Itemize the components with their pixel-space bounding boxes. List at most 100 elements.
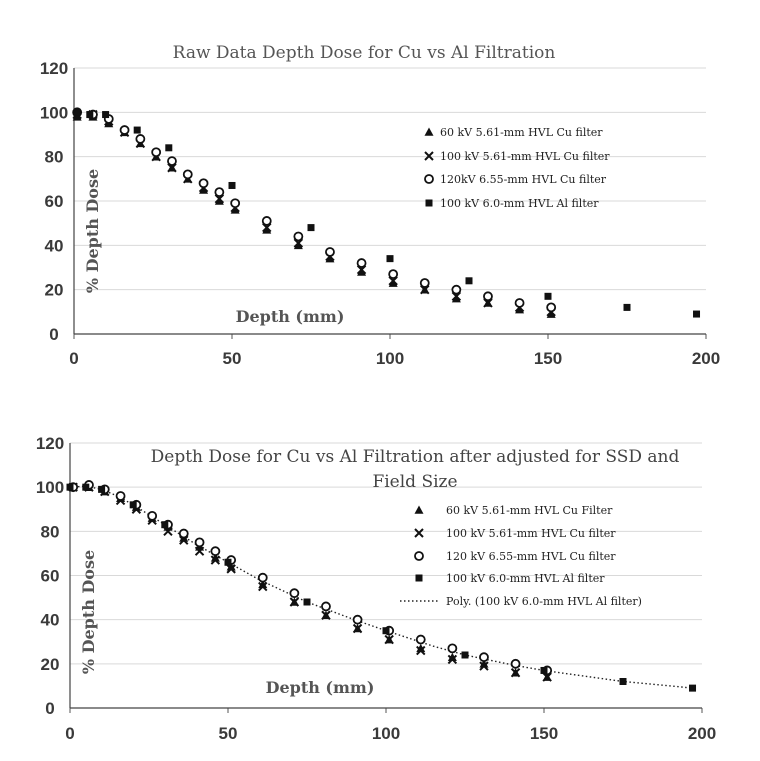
chart2-series3-point <box>447 643 458 654</box>
chart1-data-points <box>72 107 701 318</box>
chart1-series4-point <box>465 277 473 285</box>
chart2-title-line2: Field Size <box>372 472 457 492</box>
chart2-series3-point <box>415 634 426 645</box>
chart2-series4-point <box>129 501 137 509</box>
chart1-series3-point <box>356 258 367 268</box>
chart2-series2-point <box>321 610 331 620</box>
chart1-series4-point <box>544 292 552 300</box>
chart1-x-tick-label: 100 <box>376 349 404 368</box>
chart2-data-points <box>66 480 697 692</box>
chart2-legend-symbol-1 <box>414 505 424 514</box>
chart2-series2-point <box>226 564 236 574</box>
chart2-series2-point <box>289 597 300 607</box>
chart2-series2-point <box>510 667 521 678</box>
chart2-legend-symbol-3 <box>414 551 424 561</box>
chart2-series4-point <box>461 651 469 659</box>
chart2-legend: 60 kV 5.61-mm HVL Cu Filter 100 kV 5.61-… <box>400 504 642 608</box>
chart2-series3-point <box>147 510 158 521</box>
chart1-legend-symbol-4 <box>425 199 433 207</box>
chart1-series4-point <box>86 111 94 119</box>
chart1-x-tick-label: 150 <box>534 349 562 368</box>
chart2-series3-point <box>321 601 331 612</box>
chart2-series4-point <box>619 678 627 685</box>
chart1-x-tick-label: 0 <box>69 349 78 368</box>
chart1-series3-point <box>151 147 162 158</box>
chart1-y-tick-label: 100 <box>40 103 68 122</box>
chart1-x-tick-label: 200 <box>692 349 720 368</box>
chart2-legend-marker-3 <box>414 551 424 561</box>
chart2-x-tick-label: 100 <box>372 724 400 743</box>
chart1-legend-marker-2 <box>424 151 434 161</box>
chart1-legend-marker-3 <box>424 174 434 184</box>
chart2-series1-point <box>416 643 426 653</box>
chart2-series3-point <box>257 572 268 583</box>
chart2-series3-point <box>178 528 189 539</box>
chart1-series1-point <box>199 185 209 194</box>
chart1-series1-point <box>325 254 335 263</box>
chart2-series4-point <box>98 485 106 493</box>
chart2-series1-point <box>479 659 489 668</box>
chart-raw-depth-dose: 0 20 40 60 80 100 120 0 50 100 150 200 Raw Data Dep… <box>40 43 720 368</box>
chart1-x-axis-label: Depth (mm) <box>236 307 345 326</box>
chart2-y-tick-label: 100 <box>36 478 64 497</box>
chart2-series2-point <box>210 555 221 565</box>
chart1-series4-point <box>102 111 110 119</box>
chart2-x-axis-label: Depth (mm) <box>266 678 375 697</box>
chart1-legend-symbol-3 <box>424 174 434 184</box>
chart1-series1-point <box>451 294 461 303</box>
chart1-series3-point <box>214 187 225 198</box>
chart2-series3-point <box>194 537 205 548</box>
chart1-series4-point <box>386 255 394 263</box>
chart2-y-tick-label: 80 <box>41 522 60 541</box>
chart2-y-tick-label: 120 <box>36 434 64 453</box>
chart1-series1-point <box>214 196 224 205</box>
chart1-series4-point <box>73 108 81 116</box>
chart1-legend-label-3: 120kV 6.55-mm HVL Cu filter <box>440 173 607 186</box>
chart2-legend-symbol-2 <box>414 528 424 538</box>
chart2-series2-point <box>258 581 268 592</box>
chart1-series3-point <box>293 231 304 242</box>
chart2-y-tick-label: 60 <box>41 567 60 586</box>
chart2-series1-point <box>447 652 457 662</box>
chart2-series3-point <box>210 546 221 557</box>
chart2-series4-point <box>161 521 169 529</box>
chart2-title-line1: Depth Dose for Cu vs Al Filtration after… <box>151 447 680 467</box>
chart2-legend-symbol-4 <box>415 574 423 582</box>
chart1-series3-point <box>198 178 209 189</box>
chart1-y-tick-label: 80 <box>45 148 64 167</box>
chart1-series4-point <box>133 126 141 134</box>
chart1-y-tick-label: 20 <box>45 281 64 300</box>
chart2-x-tick-label: 0 <box>65 724 74 743</box>
chart1-series3-point <box>182 169 193 180</box>
chart2-series1-point <box>226 562 236 571</box>
chart2-series2-point <box>416 645 426 656</box>
chart1-y-tick-label: 120 <box>40 59 68 78</box>
chart2-legend-label-4: 100 kV 6.0-mm HVL Al filter <box>446 572 605 585</box>
chart1-series1-point <box>230 205 240 214</box>
chart2-series2-point <box>194 546 205 556</box>
chart1-y-axis-label: % Depth Dose <box>83 169 102 293</box>
chart1-series3-point <box>388 269 399 280</box>
chart1-legend-symbol-2 <box>424 151 434 161</box>
chart2-series4-point <box>224 558 232 566</box>
chart1-series3-point <box>483 291 493 302</box>
chart1-series3-point <box>119 125 130 135</box>
chart2-y-tick-label: 20 <box>41 655 60 674</box>
chart2-legend-label-1: 60 kV 5.61-mm HVL Cu Filter <box>446 504 613 517</box>
chart1-series3-point <box>546 302 557 313</box>
chart2-series4-point <box>82 483 90 491</box>
chart1-title: Raw Data Depth Dose for Cu vs Al Filtrat… <box>173 43 556 63</box>
chart2-legend-marker-1 <box>414 505 424 514</box>
chart2-tick-labels: 0 20 40 60 80 100 120 0 50 100 150 200 <box>36 434 716 743</box>
chart2-legend-label-2: 100 kV 5.61-mm HVL Cu filter <box>446 527 616 540</box>
chart1-series1-point <box>546 309 556 318</box>
chart2-series3-point <box>352 614 363 625</box>
chart1-series4-point <box>228 181 236 189</box>
chart1-series3-point <box>261 216 272 226</box>
chart1-legend-symbol-1 <box>424 127 434 136</box>
chart1-series1-point <box>357 267 367 276</box>
chart1-series1-point <box>262 225 272 234</box>
chart1-y-tick-label: 60 <box>45 192 64 211</box>
chart-adjusted-depth-dose: 0 20 40 60 80 100 120 0 50 100 150 200 Depth Dose f… <box>36 434 716 743</box>
